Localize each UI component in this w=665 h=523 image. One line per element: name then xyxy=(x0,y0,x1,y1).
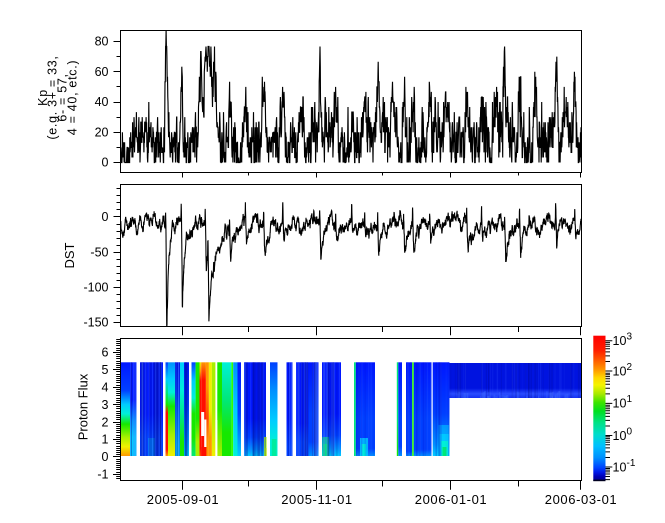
svg-text:0: 0 xyxy=(627,426,633,437)
svg-text:80: 80 xyxy=(95,35,109,49)
svg-text:3: 3 xyxy=(627,332,633,343)
svg-text:10: 10 xyxy=(613,460,627,474)
svg-text:2: 2 xyxy=(102,415,109,429)
svg-text:6: 6 xyxy=(102,346,109,360)
svg-text:DST: DST xyxy=(62,242,77,268)
svg-text:-100: -100 xyxy=(83,281,108,295)
svg-text:10: 10 xyxy=(613,397,627,411)
svg-text:2006-03-01: 2006-03-01 xyxy=(545,492,618,507)
svg-text:5: 5 xyxy=(102,363,109,377)
svg-text:0: 0 xyxy=(102,450,109,464)
svg-text:0: 0 xyxy=(102,210,109,224)
svg-text:-50: -50 xyxy=(90,245,108,259)
svg-text:20: 20 xyxy=(95,125,109,139)
svg-text:40: 40 xyxy=(95,95,109,109)
svg-text:2005-09-01: 2005-09-01 xyxy=(147,492,220,507)
svg-text:(e.g. 3+ = 33,: (e.g. 3+ = 33, xyxy=(45,55,59,139)
svg-text:4 = 40, etc.): 4 = 40, etc.) xyxy=(65,60,79,135)
svg-text:10: 10 xyxy=(613,334,627,348)
svg-text:2006-01-01: 2006-01-01 xyxy=(415,492,488,507)
svg-text:4: 4 xyxy=(102,380,109,394)
svg-text:1: 1 xyxy=(627,394,633,405)
svg-text:Kp: Kp xyxy=(36,89,50,106)
svg-text:1: 1 xyxy=(102,433,109,447)
svg-text:6- = 57,: 6- = 57, xyxy=(55,73,69,121)
svg-text:Proton Flux: Proton Flux xyxy=(76,373,91,440)
svg-text:3: 3 xyxy=(102,398,109,412)
svg-text:-1: -1 xyxy=(97,468,108,482)
svg-text:0: 0 xyxy=(102,156,109,170)
svg-text:2: 2 xyxy=(627,362,633,373)
svg-text:2005-11-01: 2005-11-01 xyxy=(281,492,353,507)
svg-text:-1: -1 xyxy=(627,458,636,469)
svg-text:60: 60 xyxy=(95,65,109,79)
svg-text:10: 10 xyxy=(613,364,627,378)
svg-text:10: 10 xyxy=(613,429,627,443)
svg-text:-150: -150 xyxy=(83,316,108,330)
